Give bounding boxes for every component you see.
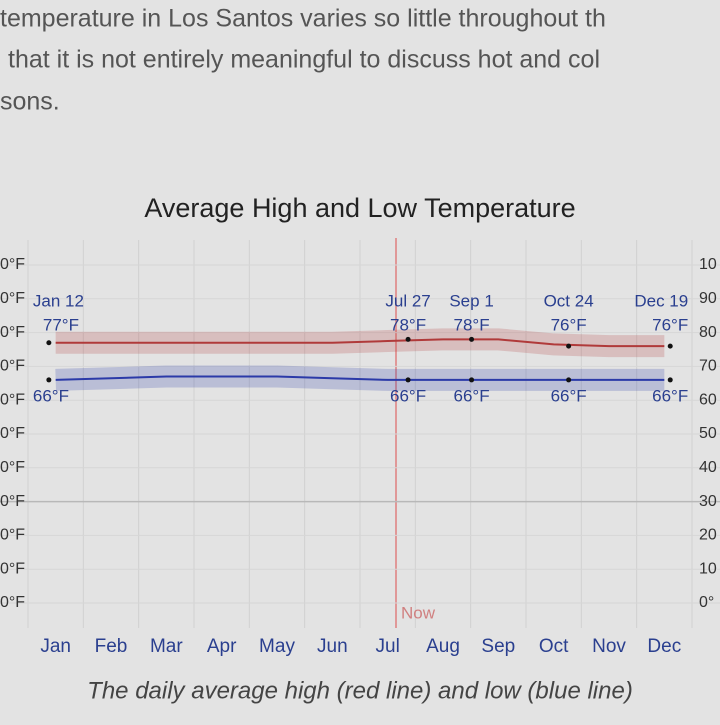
- paragraph-line: that it is not entirely meaningful to di…: [8, 46, 600, 74]
- low-label: 66°F: [390, 386, 426, 405]
- chart-title: Average High and Low Temperature: [144, 193, 575, 223]
- low-label: 66°F: [652, 386, 688, 405]
- y2-tick-label: 20: [699, 527, 717, 544]
- high-marker: [469, 336, 475, 342]
- date-label: Jul 27: [385, 291, 430, 310]
- low-marker: [469, 377, 475, 383]
- x-tick-label: May: [259, 636, 295, 657]
- high-marker: [667, 343, 673, 349]
- now-label: Now: [401, 603, 436, 622]
- date-label: Dec 19: [634, 291, 688, 310]
- low-marker: [405, 377, 411, 383]
- y-tick-label: 0°F: [0, 256, 25, 273]
- low-label: 66°F: [33, 386, 69, 405]
- low-marker: [667, 377, 673, 383]
- low-marker: [46, 377, 52, 383]
- x-tick-label: Aug: [426, 636, 460, 657]
- date-label: Jan 12: [33, 291, 84, 310]
- high-label: 78°F: [390, 315, 426, 334]
- x-tick-label: Sep: [481, 636, 515, 657]
- low-label: 66°F: [454, 386, 490, 405]
- high-marker: [566, 343, 572, 349]
- x-tick-label: Mar: [150, 636, 183, 657]
- paragraph-line: temperature in Los Santos varies so litt…: [0, 5, 606, 33]
- y-tick-label: 0°F: [0, 290, 25, 307]
- date-label: Oct 24: [544, 291, 594, 310]
- x-tick-label: Nov: [592, 636, 626, 657]
- x-tick-label: Feb: [95, 636, 128, 657]
- y2-tick-label: 50: [699, 425, 717, 442]
- low-label: 66°F: [551, 386, 587, 405]
- y-tick-label: 0°F: [0, 425, 25, 442]
- y2-tick-label: 10: [699, 256, 717, 273]
- y2-tick-label: 10: [699, 560, 717, 577]
- y-tick-label: 0°F: [0, 459, 25, 476]
- y2-tick-label: 0°: [699, 594, 714, 611]
- date-label: Sep 1: [449, 291, 493, 310]
- high-marker: [46, 340, 52, 346]
- high-label: 76°F: [551, 315, 587, 334]
- y2-tick-label: 40: [699, 459, 717, 476]
- x-tick-label: Jan: [40, 636, 71, 657]
- y-tick-label: 0°F: [0, 560, 25, 577]
- y-tick-label: 0°F: [0, 493, 25, 510]
- y2-tick-label: 90: [699, 290, 717, 307]
- y-tick-label: 0°F: [0, 391, 25, 408]
- x-tick-label: Dec: [647, 636, 681, 657]
- y2-tick-label: 30: [699, 493, 717, 510]
- x-tick-label: Apr: [207, 636, 237, 657]
- y-tick-label: 0°F: [0, 594, 25, 611]
- low-marker: [566, 377, 572, 383]
- y2-tick-label: 60: [699, 391, 717, 408]
- y2-tick-label: 70: [699, 358, 717, 375]
- series-line: [55, 338, 665, 348]
- high-label: 78°F: [454, 315, 490, 334]
- caption: The daily average high (red line) and lo…: [87, 677, 633, 704]
- high-label: 77°F: [43, 315, 79, 334]
- y-tick-label: 0°F: [0, 324, 25, 341]
- high-marker: [405, 336, 411, 342]
- x-tick-label: Jun: [317, 636, 348, 657]
- series-line: [55, 375, 665, 381]
- y-tick-label: 0°F: [0, 358, 25, 375]
- y2-tick-label: 80: [699, 324, 717, 341]
- paragraph-line: sons.: [0, 88, 60, 116]
- high-label: 76°F: [652, 315, 688, 334]
- x-tick-label: Jul: [376, 636, 400, 657]
- y-tick-label: 0°F: [0, 527, 25, 544]
- x-tick-label: Oct: [539, 636, 569, 657]
